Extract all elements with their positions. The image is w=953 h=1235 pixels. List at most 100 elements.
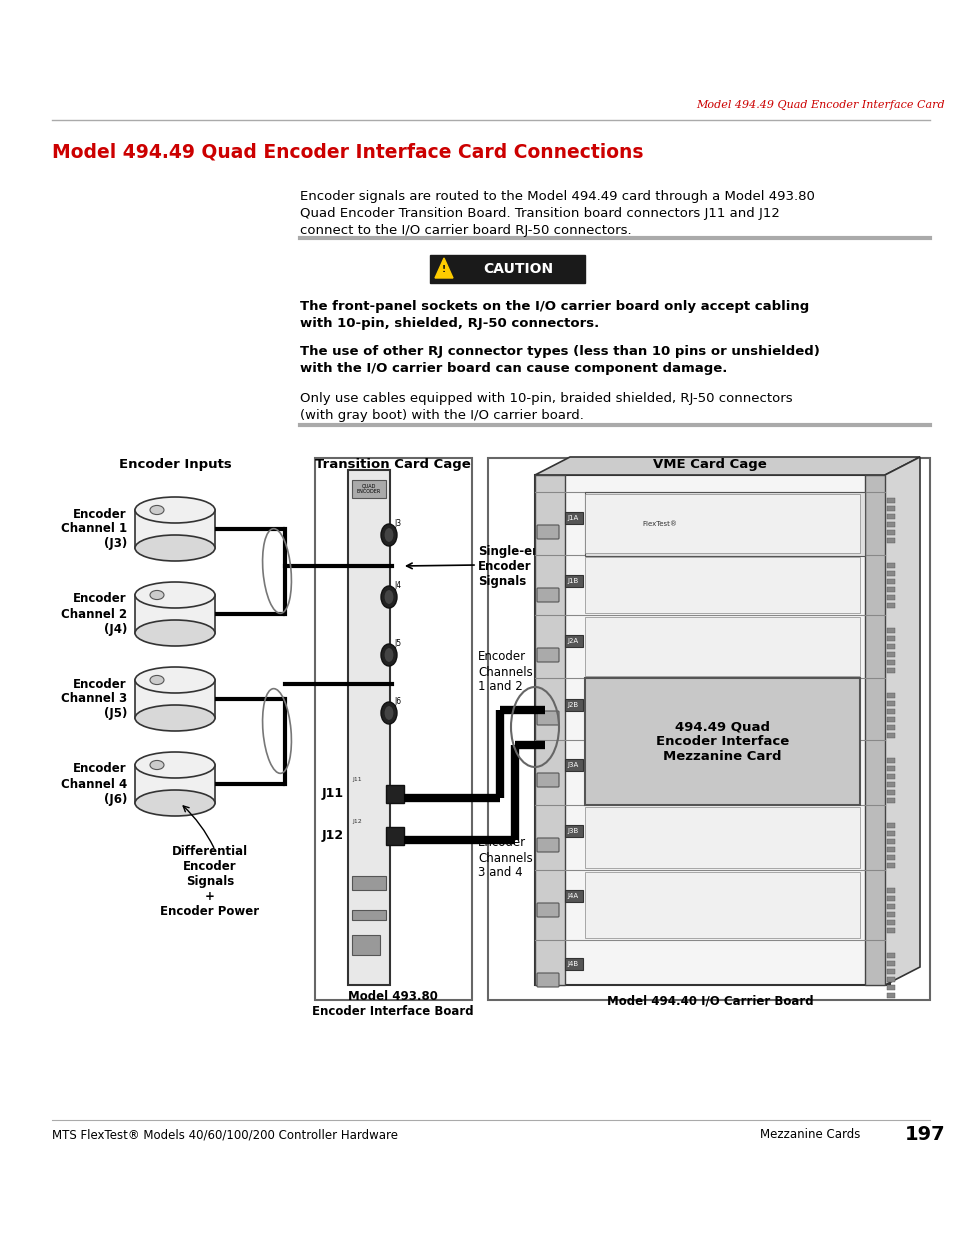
- Text: Single-ended
Encoder
Signals: Single-ended Encoder Signals: [477, 546, 565, 589]
- Bar: [584, 742, 859, 803]
- Text: 197: 197: [904, 1125, 944, 1145]
- Bar: [352, 480, 386, 498]
- Text: J4: J4: [394, 580, 400, 589]
- Bar: [564, 513, 582, 524]
- Text: FlexTest®: FlexTest®: [641, 521, 677, 527]
- Bar: [584, 494, 859, 553]
- Bar: [886, 522, 894, 527]
- Bar: [886, 734, 894, 739]
- Bar: [886, 506, 894, 511]
- Bar: [564, 958, 582, 969]
- Bar: [886, 643, 894, 650]
- Text: Encoder
Channel 4
(J6): Encoder Channel 4 (J6): [61, 762, 127, 805]
- Bar: [886, 798, 894, 803]
- Ellipse shape: [384, 589, 394, 604]
- Bar: [886, 888, 894, 893]
- FancyBboxPatch shape: [537, 711, 558, 725]
- Text: J3A: J3A: [566, 762, 578, 768]
- Text: J12: J12: [352, 820, 361, 825]
- Bar: [886, 668, 894, 673]
- Text: Encoder
Channel 2
(J4): Encoder Channel 2 (J4): [61, 593, 127, 636]
- Bar: [886, 579, 894, 584]
- Ellipse shape: [150, 505, 164, 515]
- Bar: [886, 595, 894, 600]
- Ellipse shape: [384, 647, 394, 662]
- Bar: [886, 603, 894, 608]
- Bar: [886, 758, 894, 763]
- Ellipse shape: [380, 524, 396, 546]
- Text: J1A: J1A: [566, 515, 578, 521]
- Bar: [314, 458, 472, 1000]
- Bar: [886, 927, 894, 932]
- Bar: [564, 890, 582, 902]
- Bar: [886, 659, 894, 664]
- Bar: [584, 618, 859, 676]
- Bar: [886, 782, 894, 787]
- Bar: [886, 514, 894, 519]
- Bar: [386, 785, 403, 803]
- Text: J4B: J4B: [566, 961, 578, 967]
- Bar: [886, 571, 894, 576]
- FancyBboxPatch shape: [537, 773, 558, 787]
- Text: J3: J3: [394, 519, 400, 527]
- Bar: [584, 557, 859, 613]
- FancyBboxPatch shape: [537, 903, 558, 918]
- Text: J2B: J2B: [566, 701, 578, 708]
- Bar: [886, 774, 894, 779]
- Text: The front-panel sockets on the I/O carrier board only accept cabling
with 10-pin: The front-panel sockets on the I/O carri…: [299, 300, 808, 330]
- Text: Differential
Encoder
Signals
+
Encoder Power: Differential Encoder Signals + Encoder P…: [160, 845, 259, 918]
- Text: Encoder signals are routed to the Model 494.49 card through a Model 493.80
Quad : Encoder signals are routed to the Model …: [299, 190, 814, 237]
- Ellipse shape: [380, 701, 396, 724]
- Polygon shape: [535, 457, 919, 475]
- Bar: [135, 595, 214, 634]
- Text: Mezzanine Cards: Mezzanine Cards: [760, 1129, 860, 1141]
- Bar: [584, 678, 859, 805]
- Ellipse shape: [150, 676, 164, 684]
- Ellipse shape: [150, 761, 164, 769]
- Bar: [886, 530, 894, 535]
- FancyBboxPatch shape: [537, 839, 558, 852]
- Text: VME Card Cage: VME Card Cage: [653, 458, 766, 471]
- Bar: [535, 475, 889, 986]
- Bar: [886, 790, 894, 795]
- Text: The use of other RJ connector types (less than 10 pins or unshielded)
with the I: The use of other RJ connector types (les…: [299, 345, 819, 375]
- Bar: [584, 492, 864, 556]
- Text: Model 494.49 Quad Encoder Interface Card: Model 494.49 Quad Encoder Interface Card: [695, 100, 943, 110]
- Ellipse shape: [135, 790, 214, 816]
- Bar: [564, 576, 582, 587]
- Bar: [386, 827, 403, 845]
- FancyBboxPatch shape: [537, 648, 558, 662]
- Bar: [886, 823, 894, 827]
- Text: Only use cables equipped with 10-pin, braided shielded, RJ-50 connectors
(with g: Only use cables equipped with 10-pin, br…: [299, 391, 792, 422]
- Bar: [886, 863, 894, 868]
- Bar: [886, 855, 894, 860]
- Bar: [886, 498, 894, 503]
- Bar: [886, 701, 894, 706]
- Bar: [352, 935, 379, 955]
- Bar: [886, 718, 894, 722]
- Text: J4A: J4A: [566, 893, 578, 899]
- Text: J12: J12: [321, 830, 344, 842]
- Text: Encoder
Channel 1
(J3): Encoder Channel 1 (J3): [61, 508, 127, 551]
- Bar: [886, 969, 894, 974]
- Ellipse shape: [135, 705, 214, 731]
- Text: !: !: [441, 266, 446, 274]
- Bar: [886, 636, 894, 641]
- Bar: [564, 825, 582, 837]
- Ellipse shape: [135, 535, 214, 561]
- Bar: [886, 587, 894, 592]
- Text: 494.49 Quad
Encoder Interface
Mezzanine Card: 494.49 Quad Encoder Interface Mezzanine …: [655, 720, 788, 763]
- Bar: [886, 911, 894, 918]
- Text: Transition Card Cage: Transition Card Cage: [314, 458, 471, 471]
- Bar: [488, 458, 929, 1000]
- Bar: [348, 471, 390, 986]
- Bar: [886, 920, 894, 925]
- Ellipse shape: [380, 585, 396, 608]
- Text: J5: J5: [394, 638, 400, 647]
- Bar: [886, 652, 894, 657]
- Bar: [886, 766, 894, 771]
- Bar: [886, 986, 894, 990]
- Bar: [886, 993, 894, 998]
- Bar: [886, 563, 894, 568]
- Text: Encoder Inputs: Encoder Inputs: [118, 458, 232, 471]
